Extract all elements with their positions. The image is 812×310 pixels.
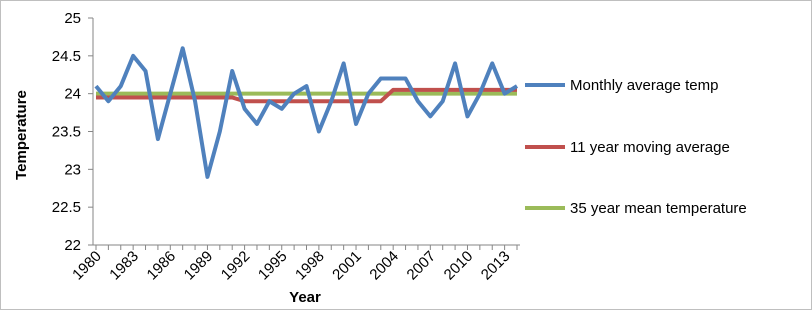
- legend-label: 35 year mean temperature: [570, 200, 747, 217]
- y-tick-label: 22.5: [52, 199, 81, 216]
- series-line: [94, 46, 519, 179]
- y-tick-label: 25: [64, 10, 81, 27]
- y-axis-title: Temperature: [13, 90, 30, 180]
- y-tick-label: 23.5: [52, 124, 81, 141]
- y-tick-label: 24: [64, 86, 81, 103]
- y-tick-label: 22: [64, 237, 81, 254]
- y-tick-label: 23: [64, 161, 81, 178]
- x-axis-title: Year: [289, 289, 321, 306]
- legend-label: Monthly average temp: [570, 77, 718, 94]
- y-tick-label: 24.5: [52, 48, 81, 65]
- legend-label: 11 year moving average: [570, 139, 730, 156]
